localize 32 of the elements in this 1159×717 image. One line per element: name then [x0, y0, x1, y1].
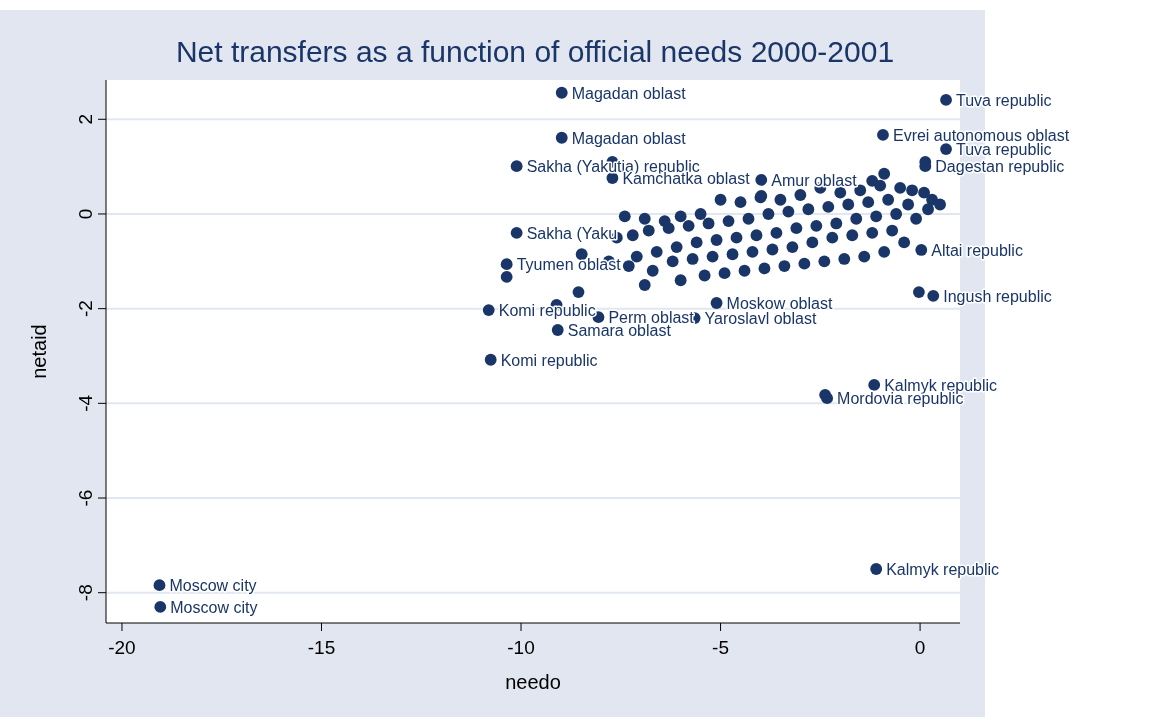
annotation: Tuva republic — [956, 141, 1052, 159]
x-tick-label: -10 — [507, 637, 535, 658]
annotation: Sakha (Yaku — [526, 224, 618, 242]
annotation: Evrei autonomous oblast — [892, 126, 1070, 144]
x-tick-label: 0 — [914, 637, 926, 658]
y-tick-label: -2 — [75, 300, 96, 318]
annotation: Moscow city — [169, 577, 257, 595]
annotation: Ingush republic — [943, 287, 1052, 305]
annotation: Altai republic — [931, 241, 1023, 259]
annotation: Magadan oblast — [571, 84, 687, 102]
annotation: Komi republic — [500, 351, 598, 369]
annotation: Amur oblast — [771, 171, 858, 189]
annotation: Magadan oblast — [571, 129, 687, 147]
y-tick-label: 2 — [75, 114, 96, 125]
annotation: Yaroslavl oblast — [704, 310, 817, 328]
annotation: Tyumen oblast — [516, 256, 622, 274]
annotation: Moscow city — [170, 598, 258, 616]
y-tick-label: -8 — [75, 584, 96, 602]
annotation: Tuva republic — [956, 91, 1052, 109]
y-tick-label: -4 — [75, 394, 96, 412]
x-tick-label: -20 — [108, 637, 136, 658]
x-tick-label: -5 — [712, 637, 730, 658]
annotation: Moskow oblast — [726, 294, 833, 312]
annotation: Dagestan republic — [935, 158, 1065, 176]
chart-title: Net transfers as a function of official needs 2000-2001 — [175, 35, 895, 68]
annotation: Kalmyk republic — [886, 561, 1000, 579]
x-tick-label: -15 — [307, 637, 336, 658]
annotation: Komi republic — [498, 302, 596, 320]
y-axis-title: netaid — [28, 324, 50, 379]
y-tick-label: 0 — [75, 208, 96, 220]
x-axis-title: needo — [505, 671, 561, 693]
y-tick-label: -6 — [75, 489, 96, 507]
